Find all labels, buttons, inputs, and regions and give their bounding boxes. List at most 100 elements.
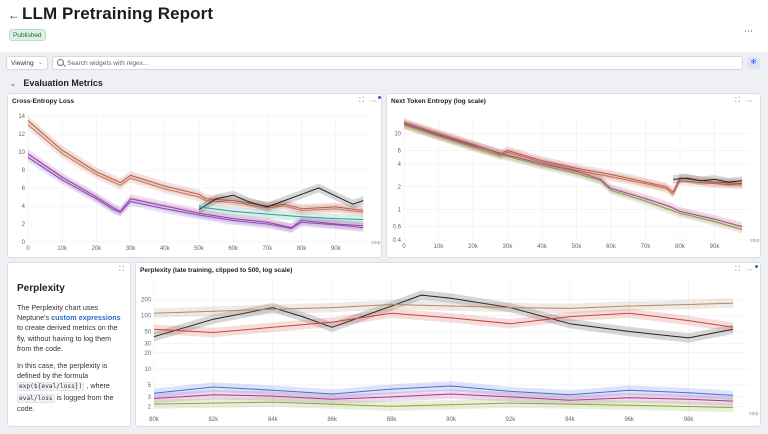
chart-panel-next-token-entropy: Next Token Entropy (log scale) ⛶ ⋯ 0 10k 2…: [386, 93, 761, 258]
x-tick-label: 60k: [228, 246, 239, 252]
chart-title: Next Token Entropy (log scale): [391, 98, 486, 105]
y-tick-label: 100: [141, 313, 152, 319]
grid-lines: [27, 115, 370, 243]
series-band-run-1: [28, 116, 364, 215]
chevron-down-icon: ⌄: [37, 60, 43, 66]
y-tick-label: 30: [144, 341, 151, 347]
y-tick-label: 0.4: [393, 238, 402, 244]
series-line-run-3[interactable]: [153, 302, 734, 314]
viewing-label: Viewing: [11, 60, 34, 67]
y-tick-label: 1: [398, 208, 402, 214]
text-panel-paragraph-1: The Perplexity chart uses Neptune's cust…: [17, 303, 121, 353]
x-tick-label: 50k: [194, 246, 205, 252]
y-tick-label: 2: [22, 222, 26, 228]
series-line-run-5[interactable]: [198, 187, 364, 211]
x-tick-label: 80k: [297, 246, 308, 252]
arrow-left-icon[interactable]: ←: [8, 8, 20, 22]
x-tick-label: 40k: [537, 244, 548, 250]
y-tick-label: 20: [144, 351, 151, 357]
series-line-run-2[interactable]: [403, 124, 743, 195]
more-horizontal-icon[interactable]: ⋯: [370, 98, 377, 105]
x-tick-label: 90k: [446, 417, 457, 423]
formula-code: exp(${eval/loss}): [17, 382, 85, 392]
series-band-run-2: [28, 120, 364, 217]
series-line-run-4[interactable]: [27, 156, 364, 229]
y-tick-label: 10: [144, 367, 151, 373]
cross-entropy-chart[interactable]: 0 10k 20k 30k 40k 50k 60k 70k 80k 90k 0 2 4 6 8 10 12 14 s…: [8, 94, 381, 257]
series-line-run-2[interactable]: [27, 124, 364, 213]
series-line-run-2[interactable]: [153, 312, 734, 333]
series-line-run-3[interactable]: [403, 123, 743, 228]
series-band-run-5: [154, 389, 734, 406]
y-tick-label: 4: [398, 162, 402, 168]
y-tick-label: 2: [398, 185, 402, 191]
search-input[interactable]: Search widgets with regex...: [52, 56, 743, 70]
text-panel-perplexity: ⛶ Perplexity The Perplexity chart uses N…: [7, 262, 131, 427]
series-line-run-1[interactable]: [403, 121, 743, 193]
series-line-run-5[interactable]: [153, 393, 734, 402]
expand-icon[interactable]: ⛶: [735, 266, 740, 273]
expand-icon[interactable]: ⛶: [735, 97, 740, 104]
y-tick-label: 10: [18, 150, 25, 156]
report-header: ← LLM Pretraining Report Published ⋯: [0, 0, 768, 52]
series-band-run-1: [154, 290, 734, 343]
x-tick-label: 30k: [503, 244, 514, 250]
x-tick-label: 86k: [327, 417, 338, 423]
x-tick-label: 40k: [160, 246, 171, 252]
regex-toggle-button[interactable]: ✻: [747, 57, 760, 69]
x-tick-label: 10k: [57, 246, 68, 252]
y-tick-label: 3: [148, 395, 152, 401]
x-tick-label: 30k: [126, 246, 137, 252]
page-title: LLM Pretraining Report: [22, 4, 214, 23]
y-tick-label: 4: [22, 204, 26, 210]
x-tick-label: 92k: [506, 417, 517, 423]
more-horizontal-icon[interactable]: ⋯: [746, 98, 753, 105]
search-placeholder: Search widgets with regex...: [67, 60, 149, 67]
x-tick-label: 10k: [434, 244, 445, 250]
next-token-entropy-chart[interactable]: 0 10k 20k 30k 40k 50k 60k 70k 80k 90k 0.4 0.6 1 2 4 6 10…: [387, 94, 760, 257]
series-line-run-3[interactable]: [27, 153, 364, 229]
y-tick-label: 50: [144, 330, 151, 336]
series-band-run-4: [28, 153, 364, 233]
series-line-run-1[interactable]: [153, 294, 734, 339]
y-tick-label: 5: [148, 383, 152, 389]
more-horizontal-icon[interactable]: ⋯: [744, 26, 754, 36]
x-tick-label: 88k: [387, 417, 398, 423]
x-axis-suffix: step: [371, 240, 381, 246]
section-header[interactable]: ⌄ Evaluation Metrics: [10, 78, 103, 90]
x-tick-label: 80k: [149, 417, 160, 423]
x-tick-label: 20k: [468, 244, 479, 250]
status-badge: Published: [9, 29, 46, 41]
x-tick-label: 60k: [606, 244, 617, 250]
x-tick-label: 70k: [263, 246, 274, 252]
series-line-run-1[interactable]: [27, 120, 364, 211]
section-title: Evaluation Metrics: [23, 78, 103, 88]
expand-icon[interactable]: ⛶: [359, 97, 364, 104]
series-line-run-6[interactable]: [153, 401, 734, 408]
y-tick-label: 200: [141, 297, 152, 303]
text-panel-title: Perplexity: [17, 283, 65, 294]
custom-expressions-link[interactable]: custom expressions: [51, 313, 121, 323]
y-tick-label: 8: [22, 168, 26, 174]
more-horizontal-icon[interactable]: ⋯: [746, 267, 753, 274]
x-tick-label: 0: [26, 246, 30, 252]
viewing-mode-dropdown[interactable]: Viewing ⌄: [6, 56, 48, 70]
chart-panel-cross-entropy: Cross-Entropy Loss ⛶ ⋯ 0 10k 20k 30k 40k 50k 6…: [7, 93, 382, 258]
y-tick-label: 0: [22, 240, 26, 246]
x-tick-label: 82k: [209, 417, 220, 423]
perplexity-chart[interactable]: 80k 82k 84k 86k 88k 90k 92k 94k 96k 98k 2 3 5 10 20 30 5…: [136, 263, 760, 426]
y-tick-label: 12: [18, 132, 25, 138]
expand-icon[interactable]: ⛶: [119, 266, 124, 273]
series-line-run-5[interactable]: [673, 177, 743, 183]
metric-code: eval/loss: [17, 393, 55, 403]
chart-panel-perplexity: Perplexity (late training, clipped to 50…: [135, 262, 761, 427]
series-line-run-4[interactable]: [403, 124, 743, 230]
x-tick-label: 98k: [684, 417, 695, 423]
series-line-run-4[interactable]: [153, 385, 734, 396]
y-tick-label: 14: [18, 114, 25, 120]
series-band-run-4: [154, 381, 734, 401]
series-line-run-6[interactable]: [198, 206, 364, 220]
x-tick-label: 50k: [572, 244, 583, 250]
search-icon: [57, 59, 64, 66]
grid-lines: [403, 118, 749, 241]
